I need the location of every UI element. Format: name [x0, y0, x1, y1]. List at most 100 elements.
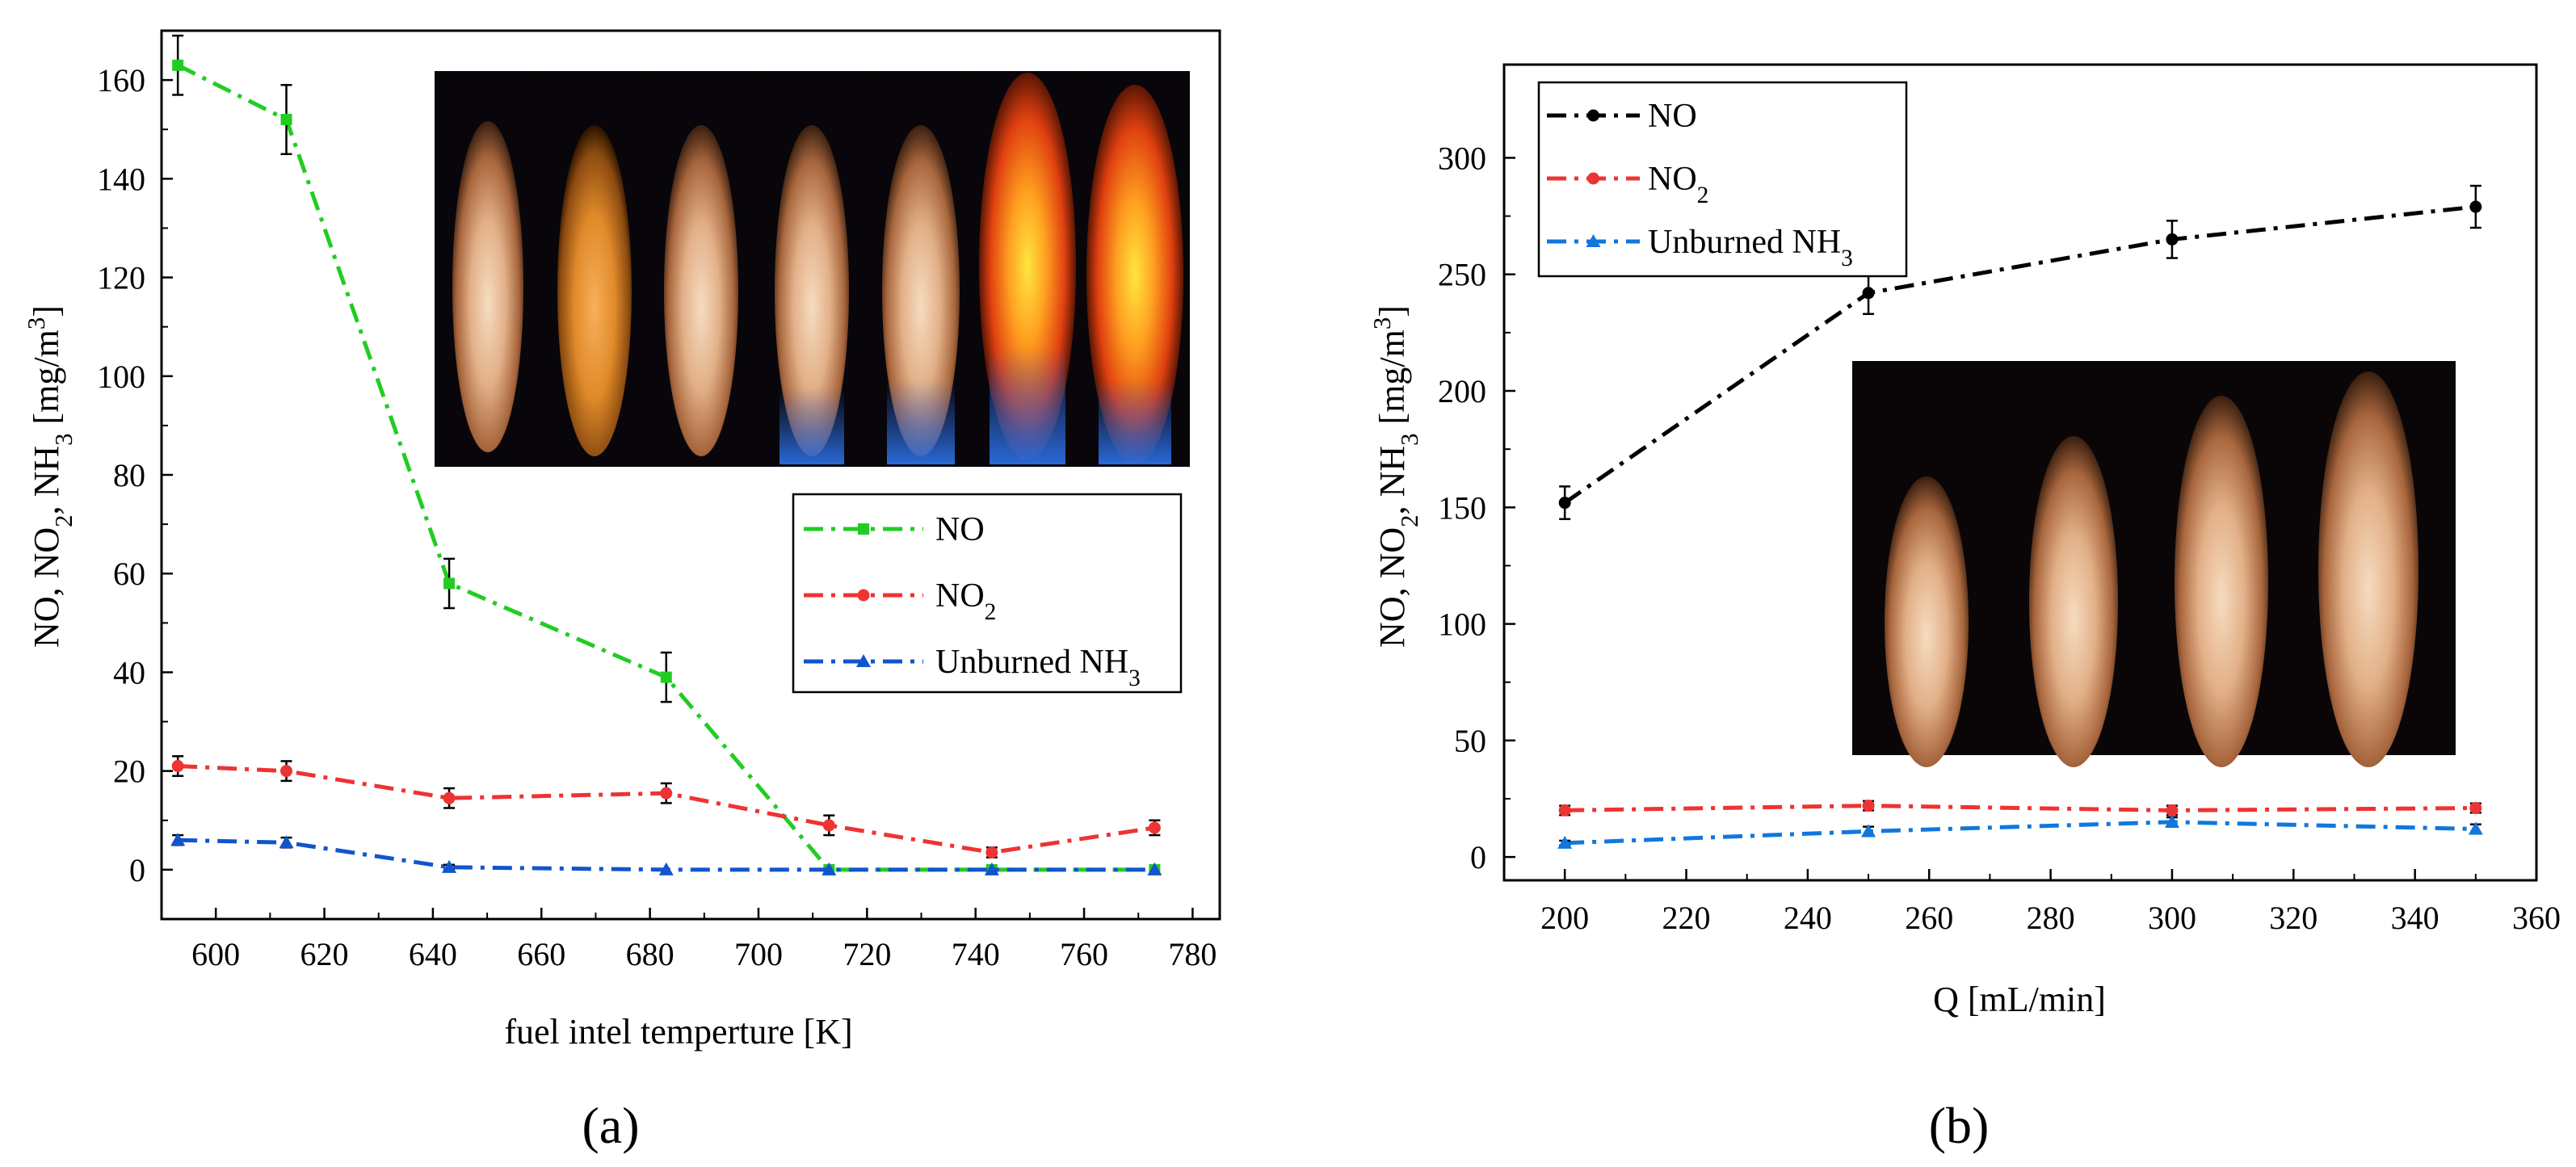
y-tick-label: 300: [1438, 140, 1486, 176]
data-point: [2469, 802, 2482, 815]
y-axis-label-a: NO, NO2, NH3 [mg/m3]: [23, 305, 78, 648]
flame-photo: [869, 71, 973, 467]
data-point: [443, 791, 456, 804]
data-point: [660, 787, 673, 800]
x-tick-label: 340: [2391, 900, 2439, 936]
legend-marker: [1586, 234, 1601, 247]
data-point: [984, 862, 999, 875]
data-point: [985, 846, 998, 858]
panel-a: 600 620 640 660 680 700 720 740 760 780 0 20 40 60 80 1…: [23, 29, 1221, 1154]
data-point: [442, 859, 457, 873]
plot-frame-b: [1502, 63, 2538, 882]
data-point: [658, 862, 674, 875]
x-tick-label: 700: [734, 936, 783, 972]
series-no2: [1558, 800, 2482, 816]
y-tick-label: 40: [113, 654, 145, 691]
data-point: [1558, 497, 1571, 510]
x-axis-label-a: fuel intel temperture [K]: [504, 1012, 852, 1052]
legend-entry: NO: [1547, 98, 1697, 135]
data-point: [660, 671, 672, 683]
legend-marker: [858, 523, 869, 535]
y-tick-label: 160: [97, 62, 145, 99]
y-tick-label: 60: [113, 556, 145, 592]
series-no2: [171, 755, 1161, 858]
inset-flame-photos-a: [435, 71, 1190, 467]
y-tick-label: 250: [1438, 257, 1486, 293]
series-line: [1565, 804, 2476, 812]
series-no: [1558, 184, 2482, 520]
data-point: [172, 59, 184, 71]
data-point: [1558, 804, 1571, 816]
data-point: [170, 833, 186, 846]
data-point: [280, 114, 292, 125]
legend-entry: NO: [804, 511, 985, 548]
x-tick-label: 600: [191, 936, 240, 972]
flame-photo: [2318, 372, 2418, 767]
series-unburned-nh3: [1557, 814, 2483, 849]
y-tick-label: 100: [97, 359, 145, 395]
x-tick-label: 780: [1168, 936, 1217, 972]
data-point: [443, 577, 456, 590]
flame-photo: [2029, 436, 2118, 767]
inset-flame-photos-b: [1852, 361, 2456, 767]
panel-label-a: (a): [582, 1097, 639, 1154]
x-tick-label: 300: [2148, 900, 2196, 936]
data-point: [279, 835, 294, 849]
data-point: [822, 862, 837, 875]
data-point: [822, 819, 835, 832]
legend-label: NO: [935, 511, 985, 548]
panel-b: 200 220 240 260 280 300 320 340 360 0 50 100 150 200 2…: [1368, 63, 2561, 1154]
data-point: [171, 760, 184, 773]
x-tick-label: 620: [300, 936, 349, 972]
x-tick-label: 740: [952, 936, 1000, 972]
y-tick-label: 150: [1438, 489, 1486, 526]
x-tick-label: 200: [1540, 900, 1589, 936]
data-point: [2469, 200, 2482, 213]
data-point: [1147, 862, 1162, 875]
x-tick-label: 640: [409, 936, 457, 972]
x-tick-label: 720: [843, 936, 891, 972]
data-point: [280, 765, 293, 778]
series-line: [1565, 820, 2476, 846]
flame-photo: [1082, 71, 1188, 467]
y-tick-label: 120: [97, 260, 145, 296]
y-axis-label-b: NO, NO2, NH3 [mg/m3]: [1368, 305, 1423, 648]
data-point: [2164, 814, 2179, 828]
x-tick-label: 220: [1662, 900, 1711, 936]
flame-photo: [543, 71, 646, 467]
data-point: [1557, 835, 1573, 849]
legend-marker: [1587, 109, 1599, 122]
y-tick-label: 140: [97, 161, 145, 197]
y-tick-label: 0: [1470, 839, 1486, 875]
data-point: [1148, 821, 1161, 834]
legend-marker: [856, 654, 871, 667]
data-point: [2166, 233, 2179, 246]
x-axis-label-b: Q [mL/min]: [1933, 980, 2106, 1019]
data-point: [1862, 800, 1875, 812]
x-tick-label: 260: [1905, 900, 1953, 936]
y-tick-label: 20: [113, 754, 145, 790]
x-tick-label: 680: [626, 936, 674, 972]
data-point: [1862, 287, 1875, 300]
y-tick-label: 50: [1454, 723, 1486, 759]
data-point: [2166, 804, 2179, 816]
x-tick-label: 240: [1784, 900, 1832, 936]
flame-photo: [976, 71, 1079, 467]
series-unburned-nh3: [170, 833, 1162, 875]
legend-label: NO: [1648, 98, 1697, 135]
x-tick-label: 280: [2027, 900, 2075, 936]
x-tick-label: 660: [517, 936, 565, 972]
y-tick-label: 0: [129, 852, 145, 888]
legend-marker: [857, 589, 870, 602]
x-tick-label: 360: [2512, 900, 2561, 936]
y-tick-label: 80: [113, 457, 145, 493]
data-point: [1861, 824, 1876, 837]
data-point: [2468, 821, 2483, 835]
flame-photo: [436, 71, 540, 467]
x-tick-label: 760: [1060, 936, 1108, 972]
panel-label-b: (b): [1929, 1097, 1990, 1154]
series-line: [178, 764, 1155, 855]
